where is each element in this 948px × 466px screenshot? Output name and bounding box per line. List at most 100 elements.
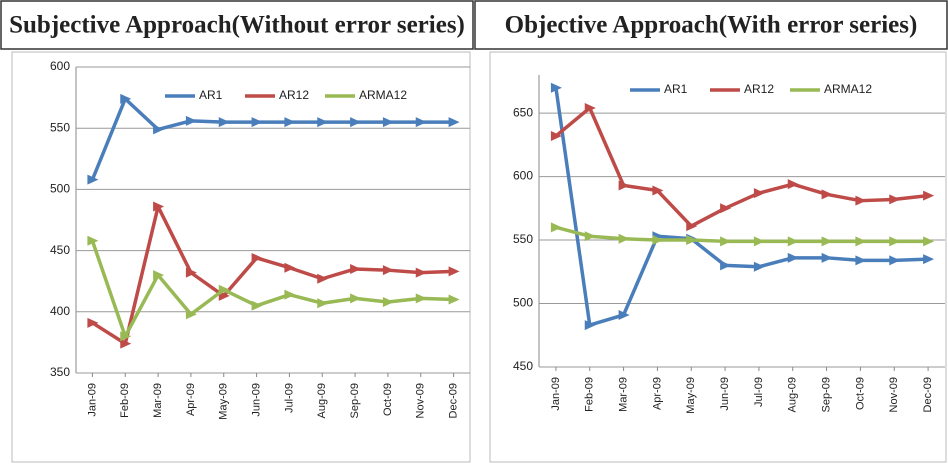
y-tick-label: 450 bbox=[50, 243, 70, 257]
point-marker bbox=[153, 124, 165, 135]
point-marker bbox=[686, 235, 698, 246]
x-tick-label: Dec-09 bbox=[922, 377, 934, 412]
point-marker bbox=[855, 236, 867, 247]
point-marker bbox=[652, 235, 664, 246]
y-tick-label: 400 bbox=[50, 304, 70, 318]
x-tick-label: Jul-09 bbox=[283, 383, 295, 413]
chart-frame bbox=[489, 51, 947, 463]
point-marker bbox=[284, 262, 296, 273]
y-tick-label: 650 bbox=[513, 105, 533, 119]
point-marker bbox=[153, 270, 165, 281]
legend-label: AR1 bbox=[199, 88, 223, 102]
point-marker bbox=[652, 185, 664, 196]
series-line bbox=[554, 106, 929, 228]
x-tick-label: Feb-09 bbox=[119, 383, 131, 418]
point-marker bbox=[185, 309, 197, 320]
point-marker bbox=[350, 117, 362, 128]
chart-title: Objective Approach(With error series) bbox=[505, 12, 918, 39]
y-tick-label: 600 bbox=[513, 169, 533, 183]
point-marker bbox=[753, 188, 765, 199]
point-marker bbox=[753, 261, 765, 272]
point-marker bbox=[550, 222, 562, 233]
x-tick-label: Feb-09 bbox=[584, 377, 596, 412]
point-marker bbox=[923, 254, 935, 265]
x-tick-label: Sep-09 bbox=[820, 377, 832, 412]
point-marker bbox=[218, 117, 230, 128]
x-tick-label: Apr-09 bbox=[185, 383, 197, 416]
y-tick-label: 550 bbox=[50, 120, 70, 134]
point-marker bbox=[720, 236, 732, 247]
point-marker bbox=[787, 236, 799, 247]
point-marker bbox=[686, 221, 698, 232]
point-marker bbox=[87, 174, 99, 185]
header-box bbox=[474, 0, 948, 50]
point-marker bbox=[923, 190, 935, 201]
point-marker bbox=[787, 252, 799, 263]
point-marker bbox=[821, 189, 833, 200]
point-marker bbox=[382, 297, 394, 308]
point-marker bbox=[317, 273, 329, 284]
point-marker bbox=[218, 284, 230, 295]
y-tick-label: 450 bbox=[513, 359, 533, 373]
point-marker bbox=[821, 236, 833, 247]
y-tick-label: 500 bbox=[50, 182, 70, 196]
chart-title: Subjective Approach(Without error series… bbox=[9, 12, 465, 39]
header-box bbox=[0, 0, 474, 50]
x-tick-label: Aug-09 bbox=[787, 377, 799, 412]
x-tick-label: Apr-09 bbox=[651, 377, 663, 410]
legend-label: ARMA12 bbox=[824, 82, 872, 96]
x-tick-label: Jul-09 bbox=[753, 377, 765, 407]
point-marker bbox=[448, 266, 460, 277]
point-marker bbox=[448, 117, 460, 128]
y-tick-label: 350 bbox=[50, 365, 70, 379]
point-marker bbox=[382, 117, 394, 128]
point-marker bbox=[251, 252, 263, 263]
point-marker bbox=[584, 103, 596, 114]
point-marker bbox=[317, 117, 329, 128]
x-tick-label: Mar-09 bbox=[152, 383, 164, 418]
y-tick-label: 550 bbox=[513, 232, 533, 246]
x-tick-label: Oct-09 bbox=[854, 377, 866, 410]
x-tick-label: Nov-09 bbox=[888, 377, 900, 412]
point-marker bbox=[720, 260, 732, 271]
point-marker bbox=[317, 298, 329, 309]
x-tick-label: Mar-09 bbox=[617, 377, 629, 412]
point-marker bbox=[284, 117, 296, 128]
series-line bbox=[91, 204, 454, 346]
point-marker bbox=[550, 130, 562, 141]
series-line bbox=[90, 240, 454, 339]
point-marker bbox=[550, 82, 562, 93]
x-tick-label: Jan-09 bbox=[86, 383, 98, 417]
point-marker bbox=[251, 300, 263, 311]
legend-label: ARMA12 bbox=[359, 88, 407, 102]
point-marker bbox=[821, 252, 833, 263]
x-tick-label: May-09 bbox=[685, 377, 697, 414]
y-tick-label: 600 bbox=[50, 59, 70, 73]
point-marker bbox=[153, 201, 165, 212]
x-tick-label: Aug-09 bbox=[316, 383, 328, 418]
point-marker bbox=[185, 267, 197, 278]
point-marker bbox=[618, 233, 630, 244]
point-marker bbox=[889, 255, 901, 266]
point-marker bbox=[618, 309, 630, 320]
point-marker bbox=[87, 317, 99, 328]
point-marker bbox=[382, 265, 394, 276]
x-tick-label: Sep-09 bbox=[349, 383, 361, 418]
y-tick-label: 500 bbox=[513, 296, 533, 310]
point-marker bbox=[415, 267, 427, 278]
x-tick-label: Oct-09 bbox=[382, 383, 394, 416]
x-tick-label: Jan-09 bbox=[550, 377, 562, 411]
point-marker bbox=[923, 236, 935, 247]
point-marker bbox=[284, 289, 296, 300]
point-marker bbox=[787, 179, 799, 190]
point-marker bbox=[251, 117, 263, 128]
point-marker bbox=[120, 93, 132, 104]
point-marker bbox=[889, 236, 901, 247]
x-tick-label: Jun-09 bbox=[719, 377, 731, 411]
point-marker bbox=[415, 293, 427, 304]
x-tick-label: Dec-09 bbox=[447, 383, 459, 418]
point-marker bbox=[889, 194, 901, 205]
point-marker bbox=[855, 195, 867, 206]
point-marker bbox=[720, 203, 732, 214]
